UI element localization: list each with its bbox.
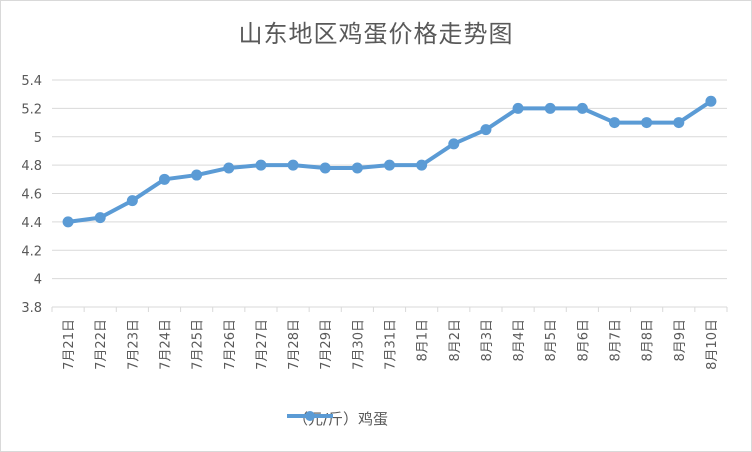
y-tick-label: 3.8 — [21, 301, 42, 316]
data-point — [351, 162, 363, 174]
data-point — [287, 159, 299, 171]
data-point — [416, 159, 428, 171]
data-point — [641, 117, 653, 129]
x-tick-label: 8月9日 — [673, 319, 688, 362]
x-tick-label: 8月10日 — [705, 319, 720, 370]
y-tick-label: 4.6 — [21, 188, 42, 203]
x-tick-label: 7月21日 — [62, 319, 77, 370]
y-tick-label: 5.2 — [21, 102, 42, 117]
data-point — [191, 169, 203, 181]
x-tick-label: 7月22日 — [94, 319, 109, 370]
x-tick-label: 8月7日 — [609, 319, 624, 362]
y-tick-label: 4.8 — [21, 159, 42, 174]
data-point — [94, 212, 106, 224]
data-point — [705, 95, 717, 107]
data-point — [448, 138, 460, 150]
x-tick-label: 8月2日 — [448, 319, 463, 362]
data-point — [576, 102, 588, 114]
data-point — [255, 159, 267, 171]
x-tick-label: 7月29日 — [319, 319, 334, 370]
x-tick-label: 8月3日 — [480, 319, 495, 362]
y-tick-label: 4.2 — [21, 244, 42, 259]
data-point — [384, 159, 395, 171]
x-tick-label: 7月28日 — [287, 319, 302, 370]
data-point — [544, 102, 556, 114]
x-tick-label: 7月31日 — [384, 319, 399, 370]
chart-title: 山东地区鸡蛋价格走势图 — [238, 20, 514, 48]
x-tick-label: 7月30日 — [351, 319, 366, 370]
legend: （元/斤）鸡蛋 — [285, 406, 388, 430]
x-tick-label: 7月25日 — [191, 319, 206, 370]
data-point — [159, 173, 170, 185]
data-point — [319, 162, 331, 174]
x-tick-label: 8月1日 — [416, 319, 431, 362]
x-tick-label: 7月24日 — [159, 319, 174, 370]
y-tick-label: 4.4 — [21, 216, 42, 231]
x-tick-label: 8月6日 — [576, 319, 591, 362]
data-point — [609, 117, 620, 129]
legend-line-icon — [287, 411, 333, 421]
x-tick-label: 8月4日 — [512, 319, 527, 362]
data-point — [62, 216, 74, 228]
data-point — [512, 102, 524, 114]
y-tick-label: 4 — [34, 273, 42, 288]
data-point — [223, 162, 235, 174]
data-point — [673, 117, 685, 129]
x-tick-label: 8月5日 — [544, 319, 559, 362]
x-tick-label: 7月26日 — [223, 319, 238, 370]
x-tick-label: 8月8日 — [641, 319, 656, 362]
x-tick-label: 7月27日 — [255, 319, 270, 370]
x-tick-label: 7月23日 — [126, 319, 141, 370]
y-tick-label: 5.4 — [21, 74, 42, 89]
data-point — [480, 124, 492, 136]
data-point — [126, 195, 138, 207]
y-tick-label: 5 — [34, 131, 42, 146]
